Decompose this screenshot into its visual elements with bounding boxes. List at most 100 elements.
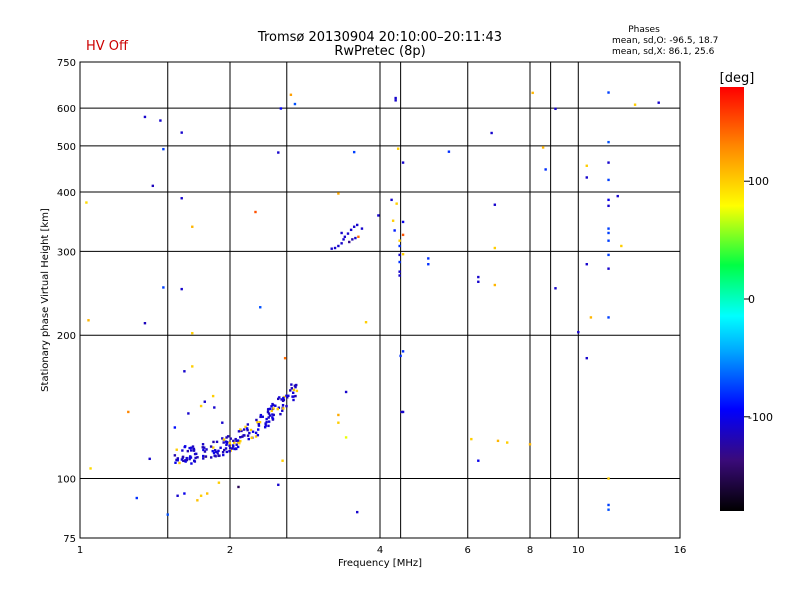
echo-point: [344, 390, 348, 394]
echo-point: [185, 458, 189, 462]
echo-point: [215, 450, 218, 454]
hv-status-label: HV Off: [86, 39, 129, 54]
echo-point: [254, 435, 258, 438]
echo-point: [528, 443, 532, 446]
echo-point: [607, 267, 610, 270]
echo-point: [496, 439, 500, 443]
echo-point: [401, 252, 405, 256]
echo-point: [228, 441, 232, 445]
echo-point: [401, 220, 405, 224]
echo-point: [337, 192, 340, 195]
echo-point: [281, 403, 285, 407]
echo-point: [235, 443, 238, 446]
y-tick-label: 200: [57, 331, 76, 342]
echo-point: [607, 140, 610, 144]
echo-point: [135, 496, 138, 500]
y-tick-label: 300: [57, 247, 76, 258]
echo-point: [242, 428, 246, 431]
echo-point: [264, 424, 267, 427]
echo-point: [183, 370, 186, 373]
echo-point: [394, 96, 397, 100]
echo-point: [265, 417, 268, 421]
x-tick-label: 10: [572, 545, 585, 556]
echo-point: [176, 457, 180, 460]
echo-point: [295, 383, 298, 387]
echo-point: [184, 460, 187, 463]
echo-point: [657, 101, 660, 104]
echo-point: [213, 449, 217, 452]
chart-title-line1: Tromsø 20130904 20:10:00–20:11:43: [257, 30, 502, 45]
echo-point: [203, 450, 207, 453]
echo-point: [143, 115, 147, 119]
echo-point: [192, 449, 196, 452]
echo-point: [427, 257, 430, 260]
echo-point: [607, 178, 610, 182]
colorbar-label: [deg]: [720, 71, 755, 86]
echo-point: [223, 448, 226, 452]
echo-point: [620, 244, 623, 248]
echo-point: [213, 406, 216, 409]
echo-point: [234, 437, 237, 441]
echo-point: [235, 439, 238, 443]
echo-point: [268, 407, 272, 411]
echo-point: [225, 443, 228, 447]
echo-point: [330, 247, 333, 250]
echo-point: [257, 428, 260, 431]
echo-point: [228, 446, 232, 450]
echo-point: [607, 161, 610, 164]
echo-point: [212, 451, 216, 455]
echo-point: [470, 437, 473, 441]
echo-point: [202, 454, 205, 458]
y-tick-label: 750: [57, 58, 76, 69]
x-tick-label: 4: [377, 545, 383, 556]
echo-point: [201, 446, 204, 449]
echo-point: [181, 455, 185, 459]
echo-point: [236, 445, 240, 449]
echo-point: [249, 428, 253, 432]
echo-point: [291, 395, 294, 398]
echo-point: [342, 238, 345, 241]
colorbar-tick-label: -100: [748, 411, 773, 424]
echo-point: [175, 458, 178, 462]
echo-point: [180, 458, 184, 461]
y-tick-label: 400: [57, 188, 76, 199]
echo-point: [224, 440, 228, 443]
echo-point: [162, 147, 165, 151]
echo-point: [346, 232, 350, 235]
echo-point: [401, 161, 405, 164]
echo-point: [276, 397, 280, 401]
echo-point: [477, 275, 480, 279]
echo-point: [271, 413, 274, 416]
echo-point: [184, 459, 187, 462]
x-tick-label: 1: [77, 545, 83, 556]
echo-point: [180, 131, 183, 134]
echo-point: [238, 441, 241, 445]
echo-point: [490, 131, 493, 135]
echo-point: [254, 210, 257, 214]
echo-point: [364, 321, 368, 324]
echo-point: [394, 99, 397, 102]
echo-point: [259, 413, 263, 417]
x-tick-label: 16: [674, 545, 687, 556]
data-points: [85, 91, 660, 516]
echo-point: [203, 446, 206, 449]
echo-point: [607, 198, 610, 202]
echo-point: [544, 168, 547, 171]
echo-point: [400, 410, 403, 414]
echo-point: [201, 443, 205, 446]
echo-point: [505, 441, 509, 444]
echo-point: [554, 287, 557, 290]
echo-point: [398, 244, 401, 248]
echo-point: [225, 450, 229, 454]
echo-point: [295, 389, 299, 393]
echo-point: [211, 449, 214, 453]
echo-point: [259, 415, 262, 419]
echo-point: [239, 428, 242, 431]
echo-point: [279, 412, 282, 416]
colorbar-tick-label: 0: [748, 293, 755, 306]
echo-point: [189, 456, 193, 459]
stats-line-x: mean, sd,X: 86.1, 25.6: [612, 47, 715, 57]
echo-point: [286, 396, 289, 399]
echo-point: [151, 184, 155, 188]
